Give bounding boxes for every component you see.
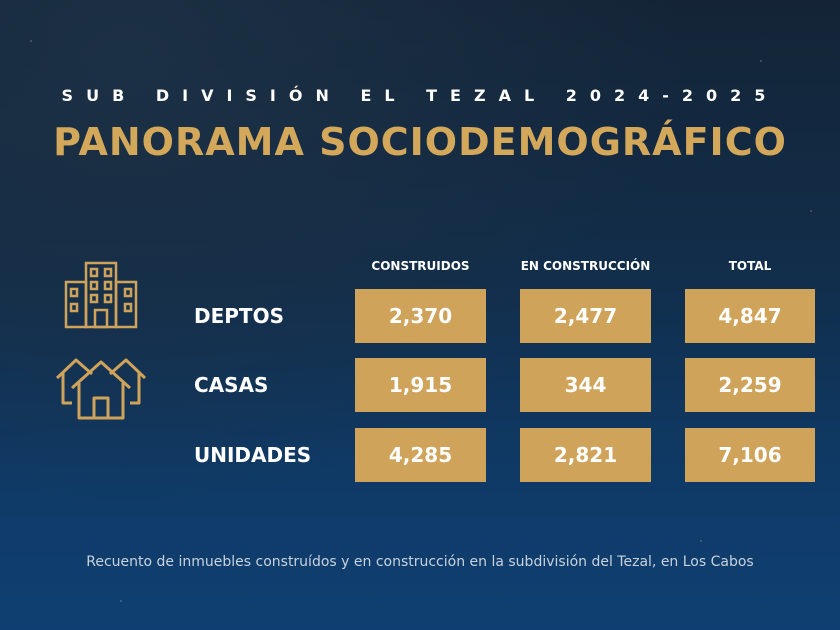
row-label-deptos: DEPTOS <box>194 304 284 328</box>
column-header-en-construccion: EN CONSTRUCCIÓN <box>520 259 651 273</box>
page-subtitle: SUB DIVISIÓN EL TEZAL 2024-2025 <box>61 86 779 105</box>
decorative-speck <box>700 540 702 542</box>
houses-icon <box>54 348 148 426</box>
decorative-speck <box>120 600 122 602</box>
cell-casas-construidos: 1,915 <box>355 358 486 412</box>
cell-unidades-construidos: 4,285 <box>355 428 486 482</box>
row-label-casas: CASAS <box>194 373 269 397</box>
cell-casas-total: 2,259 <box>685 358 815 412</box>
column-header-total: TOTAL <box>728 259 772 273</box>
cell-casas-en-construccion: 344 <box>520 358 651 412</box>
cell-unidades-en-construccion: 2,821 <box>520 428 651 482</box>
decorative-speck <box>760 60 762 62</box>
building-icon <box>62 260 140 334</box>
cell-unidades-total: 7,106 <box>685 428 815 482</box>
decorative-speck <box>30 40 32 42</box>
column-header-construidos: CONSTRUIDOS <box>371 259 470 273</box>
cell-deptos-construidos: 2,370 <box>355 289 486 343</box>
cell-deptos-en-construccion: 2,477 <box>520 289 651 343</box>
decorative-speck <box>80 150 82 152</box>
footer-caption: Recuento de inmuebles construídos y en c… <box>86 554 754 570</box>
row-label-unidades: UNIDADES <box>194 443 312 467</box>
decorative-speck <box>810 210 812 212</box>
page-title: PANORAMA SOCIODEMOGRÁFICO <box>53 120 787 164</box>
cell-deptos-total: 4,847 <box>685 289 815 343</box>
